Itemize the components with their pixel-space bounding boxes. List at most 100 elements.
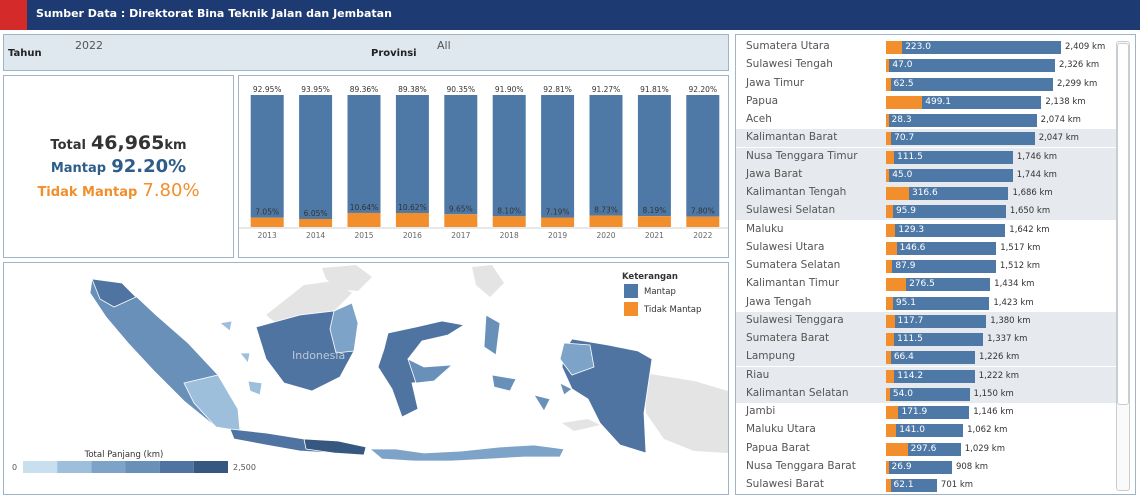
- header-accent: [0, 0, 27, 30]
- province-name: Papua Barat: [746, 441, 810, 454]
- province-row[interactable]: Lampung 66.4 1,226 km: [736, 348, 1116, 367]
- province-row[interactable]: Kalimantan Timur 276.5 1,434 km: [736, 275, 1116, 293]
- province-row[interactable]: Maluku 129.3 1,642 km: [736, 221, 1116, 239]
- province-row[interactable]: Sulawesi Selatan 95.9 1,650 km: [736, 202, 1116, 221]
- province-name: Sulawesi Selatan: [746, 204, 836, 217]
- province-tidak-mantap-label: 66.4: [893, 352, 914, 363]
- province-bar-tidak-mantap: [886, 223, 896, 237]
- province-bar-mantap: [886, 387, 970, 401]
- province-row[interactable]: Sumatera Barat 111.5 1,337 km: [736, 330, 1116, 349]
- province-row[interactable]: Riau 114.2 1,222 km: [736, 366, 1116, 385]
- province-bar-tidak-mantap: [886, 132, 892, 146]
- java-east: [303, 438, 367, 456]
- x-tick-2015: 2015: [354, 231, 373, 240]
- trend-chart-panel: 92.95% 7.05% 2013 93.95% 6.05% 2014 89.36% 10.6…: [238, 75, 729, 258]
- x-tick-2013: 2013: [258, 231, 277, 240]
- tahun-filter[interactable]: 2022: [75, 39, 103, 52]
- label-tidak-mantap-2017: 9.65%: [449, 204, 473, 213]
- province-row[interactable]: Kalimantan Selatan 54.0 1,150 km: [736, 384, 1116, 403]
- province-tidak-mantap-label: 28.3: [891, 115, 912, 125]
- provinsi-filter[interactable]: All: [437, 39, 451, 52]
- province-name: Kalimantan Timur: [746, 277, 840, 290]
- province-row[interactable]: Kalimantan Tengah 316.6 1,686 km: [736, 184, 1116, 203]
- scale-max-label: 2,500: [233, 463, 256, 472]
- province-row[interactable]: Sumatera Selatan 87.9 1,512 km: [736, 257, 1116, 275]
- province-bar-mantap: [886, 260, 996, 273]
- province-name: Jambi: [746, 405, 776, 417]
- legend-title: Keterangan: [622, 272, 678, 282]
- province-name: Lampung: [746, 350, 796, 363]
- province-tidak-mantap-label: 62.1: [893, 480, 914, 490]
- x-tick-2022: 2022: [693, 231, 712, 240]
- province-bar-mantap: [886, 95, 1042, 109]
- province-name: Nusa Tenggara Timur: [746, 149, 858, 162]
- province-name: Papua: [746, 94, 779, 107]
- kalimantan-east: [329, 302, 359, 354]
- province-row[interactable]: Aceh 28.3 2,074 km: [736, 111, 1116, 129]
- label-tidak-mantap-2014: 6.05%: [304, 209, 328, 218]
- maluku-islands: [483, 314, 573, 412]
- province-bar-tidak-mantap: [886, 41, 903, 54]
- province-row[interactable]: Sulawesi Tenggara 117.7 1,380 km: [736, 311, 1116, 330]
- label-tidak-mantap-2015: 10.64%: [350, 203, 379, 212]
- province-row[interactable]: Papua Barat 297.6 1,029 km: [736, 440, 1116, 458]
- province-row[interactable]: Nusa Tenggara Barat 26.9 908 km: [736, 458, 1116, 476]
- bar-mantap-2022: [686, 95, 720, 217]
- bar-tidak-mantap-2014: [299, 219, 333, 227]
- label-tidak-mantap-2022: 7.80%: [691, 207, 715, 216]
- province-bar-mantap: [886, 187, 1009, 200]
- province-bar-tidak-mantap: [886, 296, 893, 310]
- header-title: Sumber Data : Direktorat Bina Teknik Jal…: [36, 7, 392, 20]
- province-chart-panel: Sumatera Utara 223.0 2,409 km Sulawesi Teng…: [735, 34, 1136, 495]
- province-row[interactable]: Sulawesi Tengah 47.0 2,326 km: [736, 56, 1116, 74]
- label-mantap-2022: 92.20%: [688, 85, 717, 94]
- province-row[interactable]: Papua 499.1 2,138 km: [736, 93, 1116, 111]
- filter-bar: Tahun 2022 Provinsi All: [3, 34, 729, 71]
- province-row[interactable]: Sulawesi Barat 62.1 701 km: [736, 476, 1116, 494]
- bar-tidak-mantap-2020: [589, 215, 623, 227]
- map-panel: Indonesia Keterangan Mantap Tidak Mantap…: [3, 262, 729, 495]
- province-row[interactable]: Kalimantan Barat 70.7 2,047 km: [736, 129, 1116, 148]
- province-row[interactable]: Sulawesi Utara 146.6 1,517 km: [736, 239, 1116, 257]
- kpi-panel: Total 46,965km Mantap 92.20% Tidak Manta…: [3, 75, 234, 258]
- province-name: Riau: [746, 368, 770, 381]
- x-tick-2014: 2014: [306, 231, 325, 240]
- province-tidak-mantap-label: 141.0: [899, 425, 925, 436]
- label-mantap-2018: 91.90%: [495, 85, 524, 94]
- province-tidak-mantap-label: 95.9: [895, 206, 916, 217]
- province-tidak-mantap-label: 146.6: [899, 242, 926, 253]
- kpi-mantap: Mantap 92.20%: [4, 156, 233, 177]
- province-tidak-mantap-label: 223.0: [905, 42, 931, 52]
- province-tidak-mantap-label: 316.6: [911, 188, 938, 198]
- province-name: Sumatera Selatan: [746, 259, 841, 271]
- province-row[interactable]: Nusa Tenggara Timur 111.5 1,746 km: [736, 147, 1116, 166]
- province-tidak-mantap-label: 111.5: [897, 334, 923, 344]
- province-row[interactable]: Sumatera Utara 223.0 2,409 km: [736, 38, 1116, 56]
- province-bar-tidak-mantap: [886, 460, 889, 474]
- province-row[interactable]: Jawa Barat 45.0 1,744 km: [736, 165, 1116, 184]
- province-row[interactable]: Jawa Timur 62.5 2,299 km: [736, 75, 1116, 93]
- province-bar-mantap: [886, 114, 1037, 127]
- province-row[interactable]: Maluku Utara 141.0 1,062 km: [736, 421, 1116, 439]
- province-row[interactable]: Jawa Tengah 95.1 1,423 km: [736, 294, 1116, 312]
- kpi-mantap-label: Mantap: [50, 161, 107, 176]
- province-row[interactable]: Jambi 171.9 1,146 km: [736, 403, 1116, 421]
- province-bar-mantap: [886, 150, 1013, 164]
- scale-min-label: 0: [12, 463, 17, 472]
- scrollbar-thumb[interactable]: [1117, 43, 1129, 405]
- province-total-label: 1,746 km: [1016, 151, 1058, 162]
- province-bar-mantap: [886, 314, 987, 328]
- province-bar-tidak-mantap: [886, 479, 891, 492]
- bar-tidak-mantap-2018: [492, 216, 526, 227]
- province-name: Sulawesi Tenggara: [746, 313, 844, 326]
- province-bar-tidak-mantap: [886, 77, 891, 91]
- province-name: Sulawesi Tengah: [746, 58, 833, 71]
- province-tidak-mantap-label: 62.5: [893, 78, 914, 89]
- indonesia-map: Indonesia Keterangan Mantap Tidak Mantap…: [12, 265, 728, 473]
- scale-block: [125, 461, 160, 473]
- label-tidak-mantap-2021: 8.19%: [642, 206, 666, 215]
- province-tidak-mantap-label: 111.5: [897, 151, 923, 162]
- trend-chart: 92.95% 7.05% 2013 93.95% 6.05% 2014 89.36% 10.6…: [239, 85, 728, 240]
- province-bar-mantap: [886, 406, 970, 419]
- bar-mantap-2015: [347, 95, 381, 213]
